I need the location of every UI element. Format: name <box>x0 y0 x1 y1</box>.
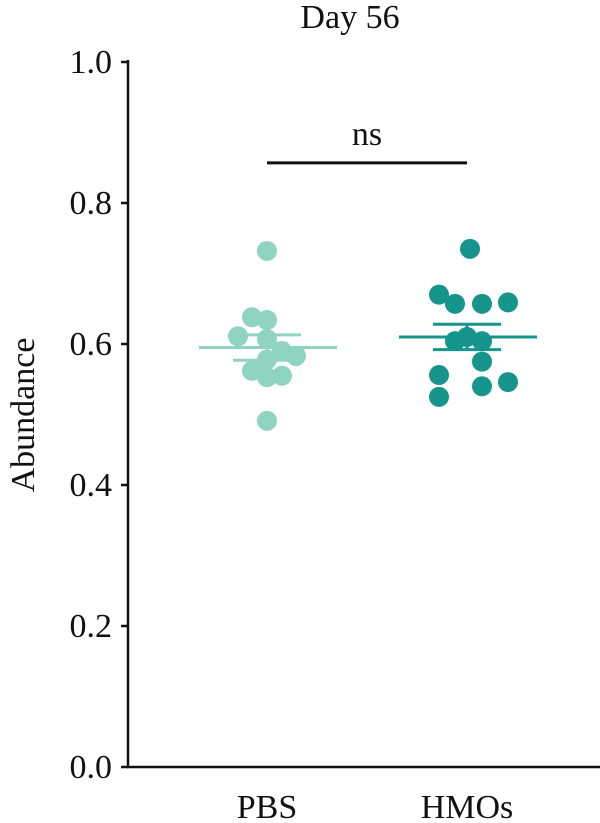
x-tick-label: PBS <box>237 789 298 823</box>
y-axis: 0.0 0.2 0.4 0.6 0.8 1.0 <box>70 44 130 786</box>
data-point <box>498 372 518 393</box>
data-point <box>472 351 492 372</box>
data-point <box>445 293 465 314</box>
data-point <box>242 360 262 381</box>
y-tick-label: 0.4 <box>70 467 113 504</box>
y-tick-label: 1.0 <box>70 44 113 81</box>
data-point <box>257 240 277 261</box>
data-point <box>498 292 518 313</box>
y-tick-label: 0.8 <box>70 185 113 222</box>
y-tick-label: 0.0 <box>70 749 113 786</box>
data-point <box>472 293 492 314</box>
data-point <box>460 238 480 259</box>
data-point <box>429 284 449 305</box>
data-point <box>257 410 277 431</box>
data-point <box>472 376 492 397</box>
data-point <box>242 307 262 328</box>
data-point <box>429 386 449 407</box>
y-axis-label: Abundance <box>5 338 42 493</box>
data-point <box>429 365 449 386</box>
chart-title: Day 56 <box>300 0 399 36</box>
x-tick-label: HMOs <box>421 789 514 823</box>
x-axis: PBS HMOs <box>127 765 600 823</box>
mean-sem-bars <box>199 322 537 362</box>
data-point <box>272 365 292 386</box>
significance-annotation: ns <box>267 116 467 165</box>
y-tick-label: 0.2 <box>70 608 113 645</box>
data-point <box>257 310 277 331</box>
significance-label: ns <box>352 116 382 153</box>
data-point <box>257 367 277 388</box>
y-tick-label: 0.6 <box>70 326 113 363</box>
